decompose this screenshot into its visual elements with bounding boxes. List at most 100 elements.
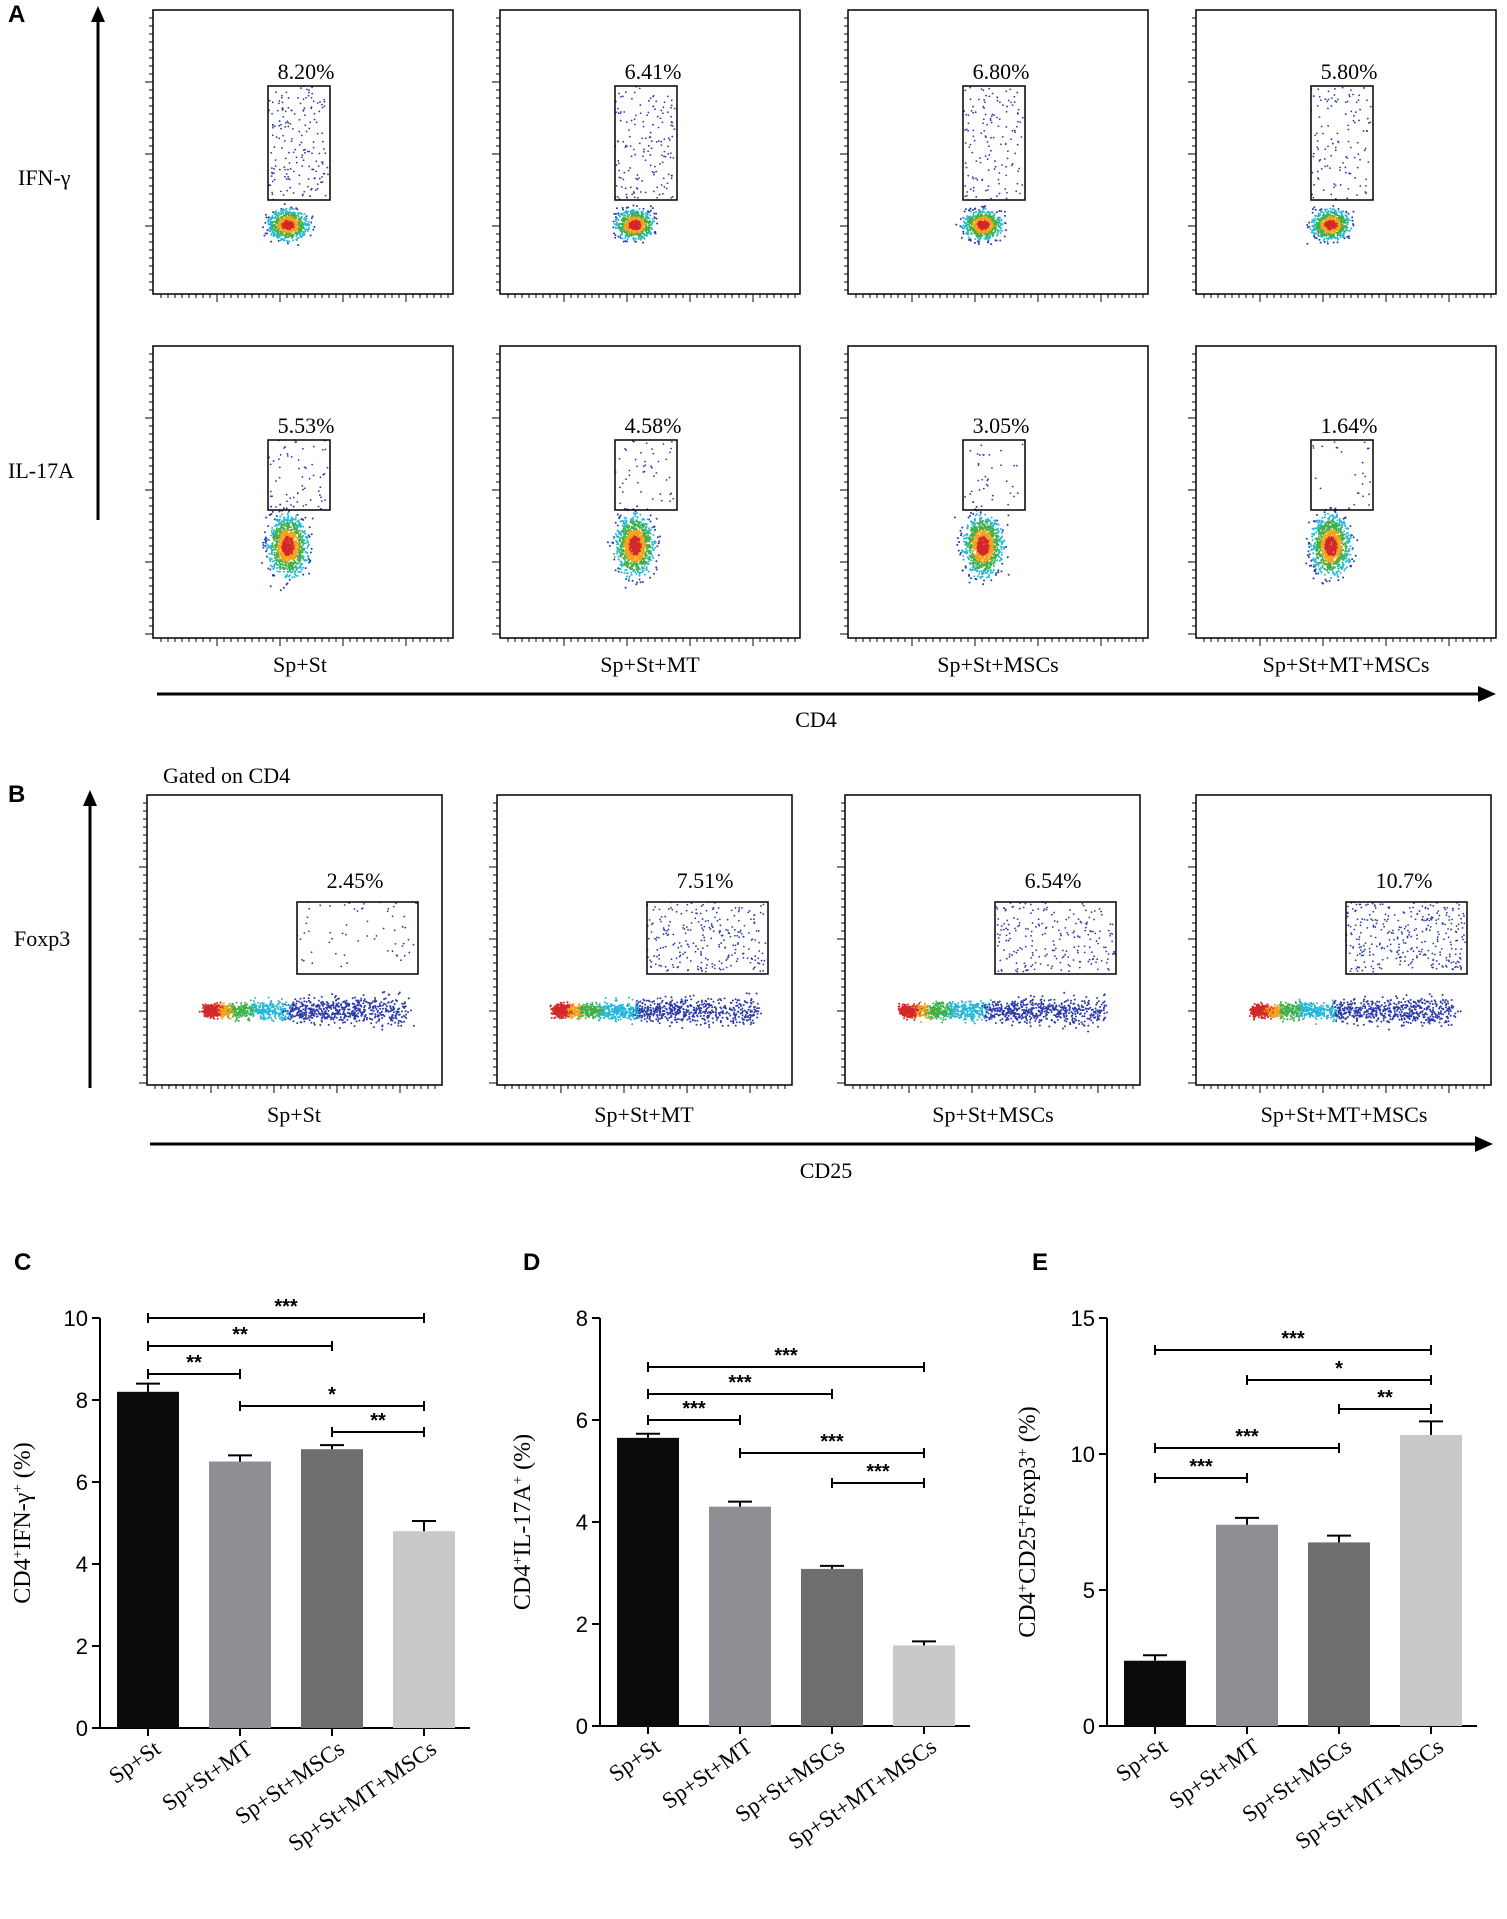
sig-label: ***	[866, 1461, 890, 1483]
y-tick-label: 0	[76, 1716, 88, 1741]
flow-a-group-3: Sp+St+MSCs	[937, 652, 1058, 677]
gate-box	[1310, 85, 1374, 201]
gate-box	[994, 901, 1117, 975]
flow-b-plot-3: 6.54%	[837, 794, 1141, 1093]
bar	[1400, 1434, 1462, 1726]
y-tick-label: 15	[1071, 1306, 1095, 1331]
flow-a-plot-r1-c3: 6.80%	[840, 9, 1149, 302]
gate-percent: 6.80%	[973, 59, 1030, 84]
x-tick-label: Sp+St	[104, 1735, 165, 1788]
gate-box	[1345, 901, 1468, 975]
panel-b-y-arrowhead	[83, 790, 97, 806]
y-tick-label: 2	[76, 1634, 88, 1659]
gate-note: Gated on CD4	[163, 763, 290, 788]
gate-percent: 8.20%	[278, 59, 335, 84]
sig-label: **	[1377, 1387, 1393, 1409]
sig-label: ***	[1281, 1328, 1305, 1350]
row-label-ifn: IFN-γ	[18, 165, 71, 190]
gate-box	[267, 439, 331, 511]
panel-b-x-label: CD25	[800, 1158, 853, 1183]
bar	[393, 1531, 455, 1728]
flow-b-plot-4: 10.7%	[1188, 794, 1492, 1093]
gate-percent: 2.45%	[327, 868, 384, 893]
sig-label: ***	[1189, 1456, 1213, 1478]
sig-label: *	[1335, 1358, 1343, 1380]
bar	[117, 1391, 179, 1728]
sig-label: ***	[682, 1398, 706, 1420]
y-tick-label: 5	[1083, 1578, 1095, 1603]
gate-percent: 6.54%	[1025, 868, 1082, 893]
bar	[1124, 1660, 1186, 1726]
flow-b-row: 2.45% 7.51% 6.54% 10.7%	[139, 794, 1492, 1093]
gate-box	[962, 439, 1026, 511]
bar	[709, 1506, 771, 1726]
flow-a-plot-r2-c3: 3.05%	[840, 345, 1149, 646]
panel-label-b: B	[8, 781, 25, 808]
y-tick-label: 6	[76, 1470, 88, 1495]
gate-box	[614, 85, 678, 201]
panel-label-a: A	[8, 1, 25, 28]
panel-b-y-label: Foxp3	[14, 926, 70, 951]
bar	[1216, 1524, 1278, 1726]
y-tick-label: 10	[1071, 1442, 1095, 1467]
gate-percent: 7.51%	[677, 868, 734, 893]
flow-a-plot-r1-c2: 6.41%	[492, 9, 801, 302]
y-tick-label: 10	[64, 1306, 88, 1331]
panel-label-c: C	[14, 1249, 31, 1276]
y-tick-label: 2	[576, 1612, 588, 1637]
gate-percent: 1.64%	[1321, 413, 1378, 438]
gate-percent: 4.58%	[625, 413, 682, 438]
row-label-il17a: IL-17A	[8, 458, 74, 483]
panel-label-d: D	[523, 1249, 540, 1276]
flow-a-group-1: Sp+St	[273, 652, 327, 677]
panel-a-y-arrowhead	[91, 6, 105, 22]
sig-label: ***	[728, 1372, 752, 1394]
gate-box	[962, 85, 1026, 201]
gate-percent: 6.41%	[625, 59, 682, 84]
flow-a-plot-r2-c2: 4.58%	[492, 345, 801, 646]
flow-b-group-1: Sp+St	[267, 1102, 321, 1127]
gate-percent: 5.80%	[1321, 59, 1378, 84]
flow-a-group-4: Sp+St+MT+MSCs	[1263, 652, 1430, 677]
panel-a-x-label: CD4	[795, 707, 837, 732]
flow-a-plot-r1-c4: 5.80%	[1188, 9, 1497, 302]
bar	[801, 1568, 863, 1726]
flow-b-group-2: Sp+St+MT	[594, 1102, 694, 1127]
y-tick-label: 4	[76, 1552, 88, 1577]
gate-box	[267, 85, 331, 201]
panel-label-e: E	[1032, 1249, 1048, 1276]
y-tick-label: 6	[576, 1408, 588, 1433]
sig-label: ***	[820, 1431, 844, 1453]
sig-label: ***	[1235, 1426, 1259, 1448]
bar	[617, 1437, 679, 1726]
flow-b-plot-1: 2.45%	[139, 794, 443, 1093]
bar	[301, 1449, 363, 1728]
gate-box	[646, 901, 769, 975]
gate-percent: 3.05%	[973, 413, 1030, 438]
gate-percent: 5.53%	[278, 413, 335, 438]
y-axis-label: CD4+CD25+Foxp3+ (%)	[1015, 1406, 1041, 1637]
y-axis-label: CD4+IL-17A+ (%)	[510, 1434, 536, 1610]
flow-b-group-4: Sp+St+MT+MSCs	[1261, 1102, 1428, 1127]
y-tick-label: 0	[1083, 1714, 1095, 1739]
flow-a-grid: 8.20% 6.41% 6.80% 5.80% 5.53% 4.58% 3.05% 1.64%	[145, 9, 1497, 646]
sig-label: **	[232, 1324, 248, 1346]
x-tick-label: Sp+St	[1111, 1733, 1172, 1786]
y-tick-label: 0	[576, 1714, 588, 1739]
bar	[1308, 1542, 1370, 1726]
bar	[209, 1461, 271, 1728]
y-tick-label: 8	[76, 1388, 88, 1413]
y-tick-label: 8	[576, 1306, 588, 1331]
flow-a-group-2: Sp+St+MT	[600, 652, 700, 677]
y-axis-label: CD4+IFN-γ+ (%)	[10, 1442, 36, 1604]
gate-box	[296, 901, 419, 975]
flow-b-group-3: Sp+St+MSCs	[932, 1102, 1053, 1127]
panel-b-x-arrowhead	[1475, 1136, 1493, 1152]
x-tick-label: Sp+St	[604, 1733, 665, 1786]
y-tick-label: 4	[576, 1510, 588, 1535]
flow-a-plot-r1-c1: 8.20%	[145, 9, 454, 302]
